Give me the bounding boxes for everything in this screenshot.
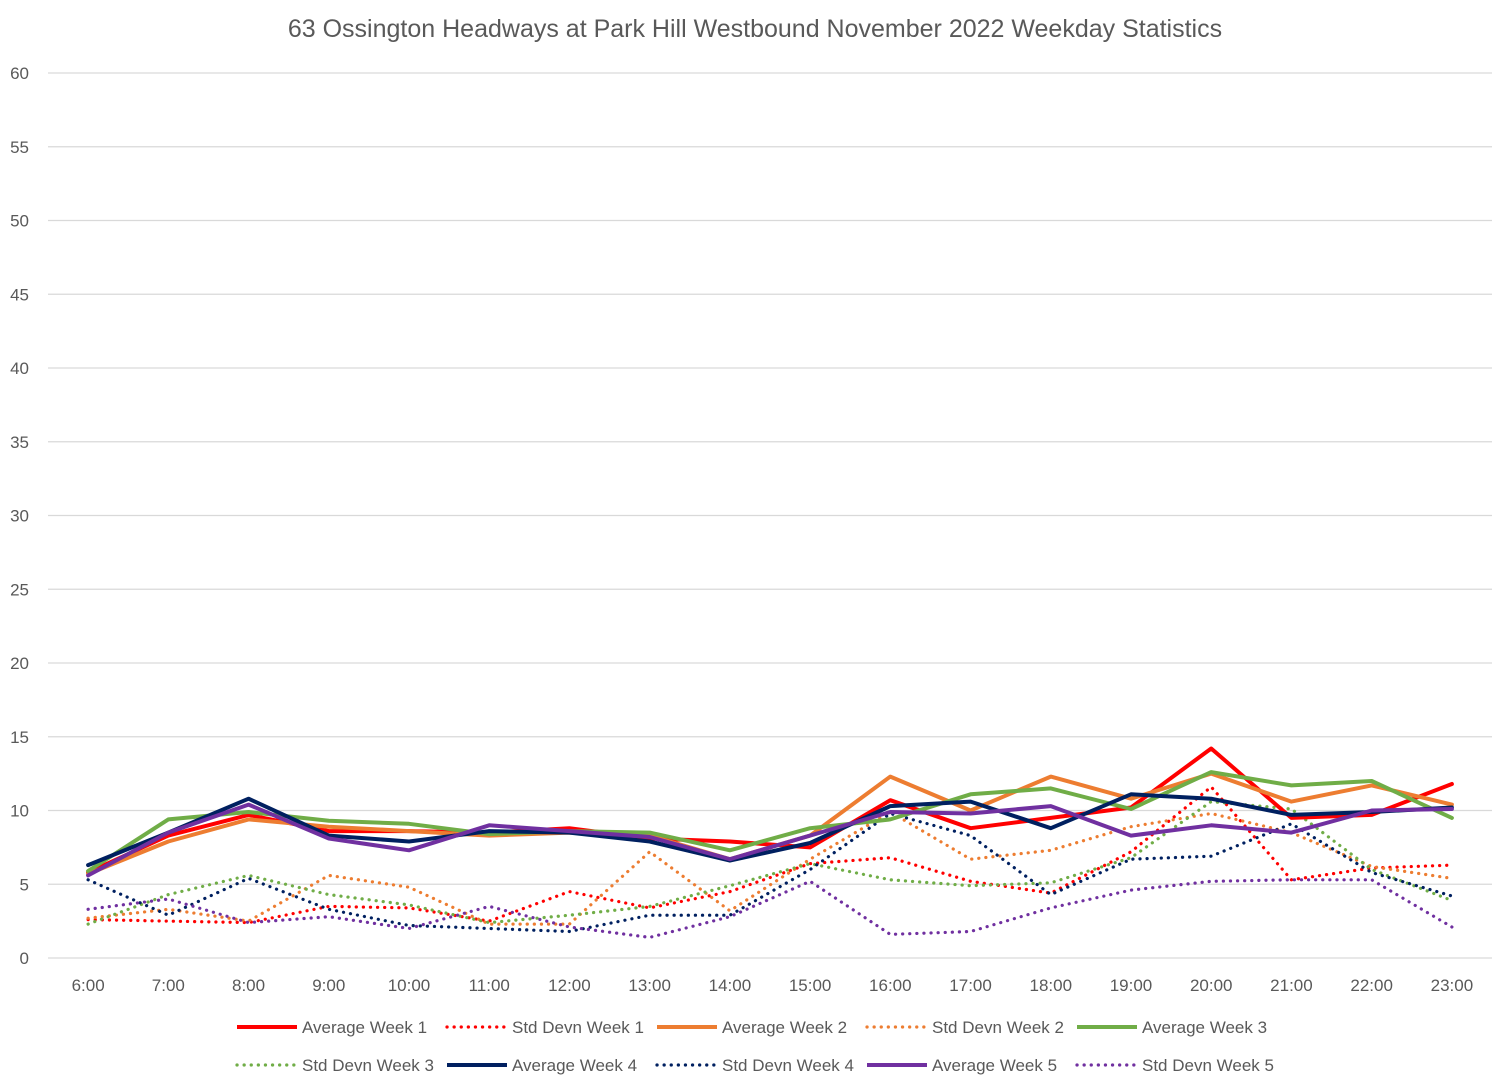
y-tick-label: 50: [10, 212, 29, 231]
x-tick-label: 16:00: [869, 976, 912, 995]
series-line-std-devn-week-5: [86, 878, 1454, 940]
x-tick-label: 14:00: [709, 976, 752, 995]
series-line-std-devn-week-2: [86, 810, 1454, 926]
legend-label: Std Devn Week 2: [932, 1018, 1064, 1037]
series-line-average-week-5: [86, 802, 1454, 878]
series-line-average-week-3: [86, 770, 1454, 873]
legend-entry: Std Devn Week 3: [235, 1056, 434, 1075]
y-tick-label: 10: [10, 802, 29, 821]
y-tick-label: 35: [10, 433, 29, 452]
x-tick-label: 15:00: [789, 976, 832, 995]
x-tick-label: 11:00: [469, 976, 510, 995]
legend-entry: Average Week 5: [867, 1056, 1057, 1075]
x-tick-label: 19:00: [1110, 976, 1153, 995]
series-line-std-devn-week-1: [86, 785, 1454, 925]
x-tick-label: 12:00: [548, 976, 591, 995]
y-tick-label: 0: [20, 949, 29, 968]
legend-entry: Std Devn Week 5: [1075, 1056, 1274, 1075]
legend-label: Std Devn Week 1: [512, 1018, 644, 1037]
x-tick-label: 20:00: [1190, 976, 1233, 995]
x-tick-label: 7:00: [152, 976, 185, 995]
x-tick-label: 13:00: [628, 976, 671, 995]
series-line-average-week-4: [86, 792, 1454, 868]
series-line-std-devn-week-4: [86, 811, 1454, 934]
legend-entry: Average Week 3: [1077, 1018, 1267, 1037]
y-tick-label: 60: [10, 64, 29, 83]
legend-label: Std Devn Week 5: [1142, 1056, 1274, 1075]
x-tick-label: 6:00: [72, 976, 105, 995]
gridlines: [48, 72, 1492, 959]
legend-label: Std Devn Week 4: [722, 1056, 854, 1075]
chart-title: 63 Ossington Headways at Park Hill Westb…: [288, 15, 1222, 43]
y-tick-label: 5: [20, 875, 29, 894]
y-tick-label: 15: [10, 728, 29, 747]
x-tick-label: 22:00: [1350, 976, 1393, 995]
y-tick-label: 45: [10, 285, 29, 304]
legend-entry: Average Week 4: [447, 1056, 637, 1075]
y-tick-label: 55: [10, 138, 29, 157]
series-lines: [86, 746, 1454, 940]
y-tick-label: 30: [10, 507, 29, 526]
legend-entry: Std Devn Week 1: [445, 1018, 644, 1037]
legend-entry: Average Week 2: [657, 1018, 847, 1037]
x-tick-label: 17:00: [949, 976, 992, 995]
x-tick-label: 8:00: [232, 976, 265, 995]
x-axis-ticks: 6:00 7:00 8:00 9:00 10:00 11:00 12:00 13:00 14:0…: [72, 976, 1474, 995]
legend: Average Week 1 Std Devn Week 1 Average Wee…: [235, 1018, 1274, 1075]
legend-entry: Average Week 1: [237, 1018, 427, 1037]
legend-label: Std Devn Week 3: [302, 1056, 434, 1075]
x-tick-label: 10:00: [388, 976, 431, 995]
y-tick-label: 20: [10, 654, 29, 673]
legend-entry: Std Devn Week 4: [655, 1056, 854, 1075]
y-tick-label: 25: [10, 580, 29, 599]
legend-label: Average Week 5: [932, 1056, 1057, 1075]
legend-label: Average Week 2: [722, 1018, 847, 1037]
legend-label: Average Week 1: [302, 1018, 427, 1037]
y-axis-ticks: 0 5 10 15 20 25 30 35 40 45 50 55 60: [10, 64, 29, 968]
legend-label: Average Week 4: [512, 1056, 637, 1075]
x-tick-label: 18:00: [1030, 976, 1073, 995]
x-tick-label: 9:00: [312, 976, 345, 995]
y-tick-label: 40: [10, 359, 29, 378]
x-tick-label: 21:00: [1270, 976, 1313, 995]
legend-entry: Std Devn Week 2: [865, 1018, 1064, 1037]
legend-label: Average Week 3: [1142, 1018, 1267, 1037]
x-tick-label: 23:00: [1431, 976, 1474, 995]
